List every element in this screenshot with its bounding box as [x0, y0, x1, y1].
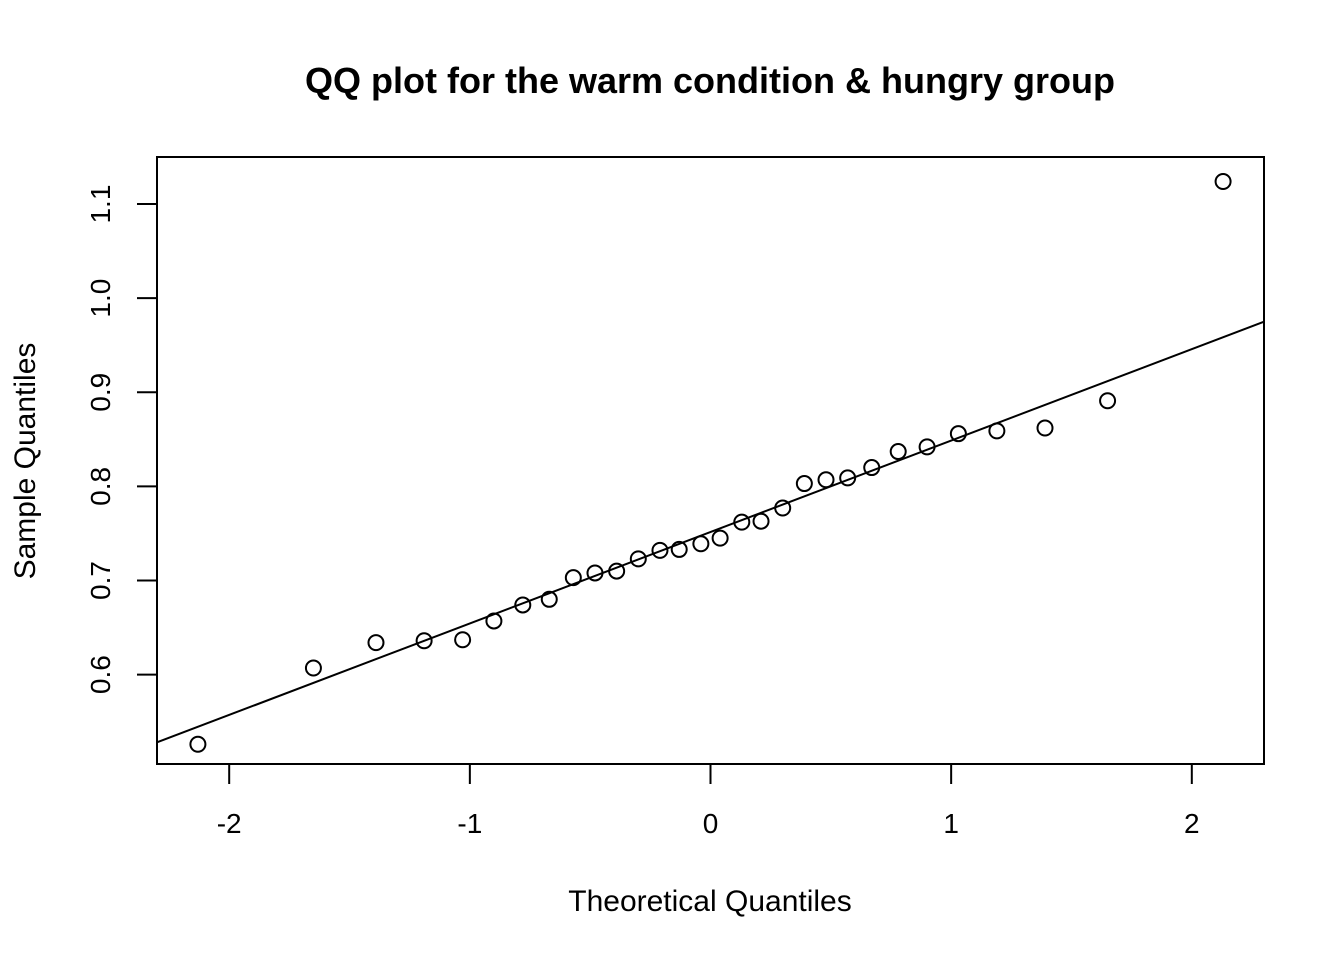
- data-point: [514, 596, 532, 614]
- x-tick-label: -1: [457, 808, 482, 839]
- data-point: [415, 632, 433, 650]
- data-point: [795, 475, 813, 493]
- y-tick-label: 0.7: [85, 561, 116, 600]
- data-point: [485, 612, 503, 630]
- reference-line-layer: [156, 320, 1265, 744]
- points-layer: [189, 172, 1232, 753]
- data-point: [540, 590, 558, 608]
- qq-reference-line: [156, 320, 1265, 744]
- x-axis-label: Theoretical Quantiles: [568, 885, 851, 918]
- data-point: [189, 735, 207, 753]
- y-tick-label: 0.6: [85, 655, 116, 694]
- x-tick-label: 0: [703, 808, 719, 839]
- data-point: [752, 512, 770, 530]
- data-point: [651, 541, 669, 559]
- x-tick-label: -2: [217, 808, 242, 839]
- data-point: [711, 529, 729, 547]
- data-point: [774, 499, 792, 517]
- data-point: [733, 513, 751, 531]
- data-point: [608, 562, 626, 580]
- data-point: [817, 471, 835, 489]
- x-tick-label: 2: [1184, 808, 1200, 839]
- y-tick-label: 1.0: [85, 279, 116, 318]
- plot-frame: [156, 156, 1265, 765]
- data-point: [839, 469, 857, 487]
- data-point: [367, 634, 385, 652]
- data-point: [564, 569, 582, 587]
- x-tick-label: 1: [943, 808, 959, 839]
- data-point: [586, 564, 604, 582]
- data-point: [304, 659, 322, 677]
- y-tick-label: 0.9: [85, 373, 116, 412]
- x-axis: -2 -1 0 1 2: [217, 763, 1200, 839]
- y-axis-label: Sample Quantiles: [9, 343, 42, 580]
- data-point: [454, 631, 472, 649]
- data-point: [863, 459, 881, 477]
- data-point: [1036, 419, 1054, 437]
- data-point: [918, 438, 936, 456]
- data-point: [670, 540, 688, 558]
- y-tick-label: 1.1: [85, 185, 116, 224]
- data-point: [889, 443, 907, 461]
- chart-title: QQ plot for the warm condition & hungry …: [305, 60, 1115, 101]
- y-axis: 0.6 0.7 0.8 0.9 1.0 1.1: [85, 185, 158, 694]
- data-point: [629, 550, 647, 568]
- data-point: [692, 535, 710, 553]
- y-tick-label: 0.8: [85, 467, 116, 506]
- data-point: [1214, 172, 1232, 190]
- data-point: [988, 422, 1006, 440]
- data-point: [949, 425, 967, 443]
- data-point: [1099, 392, 1117, 410]
